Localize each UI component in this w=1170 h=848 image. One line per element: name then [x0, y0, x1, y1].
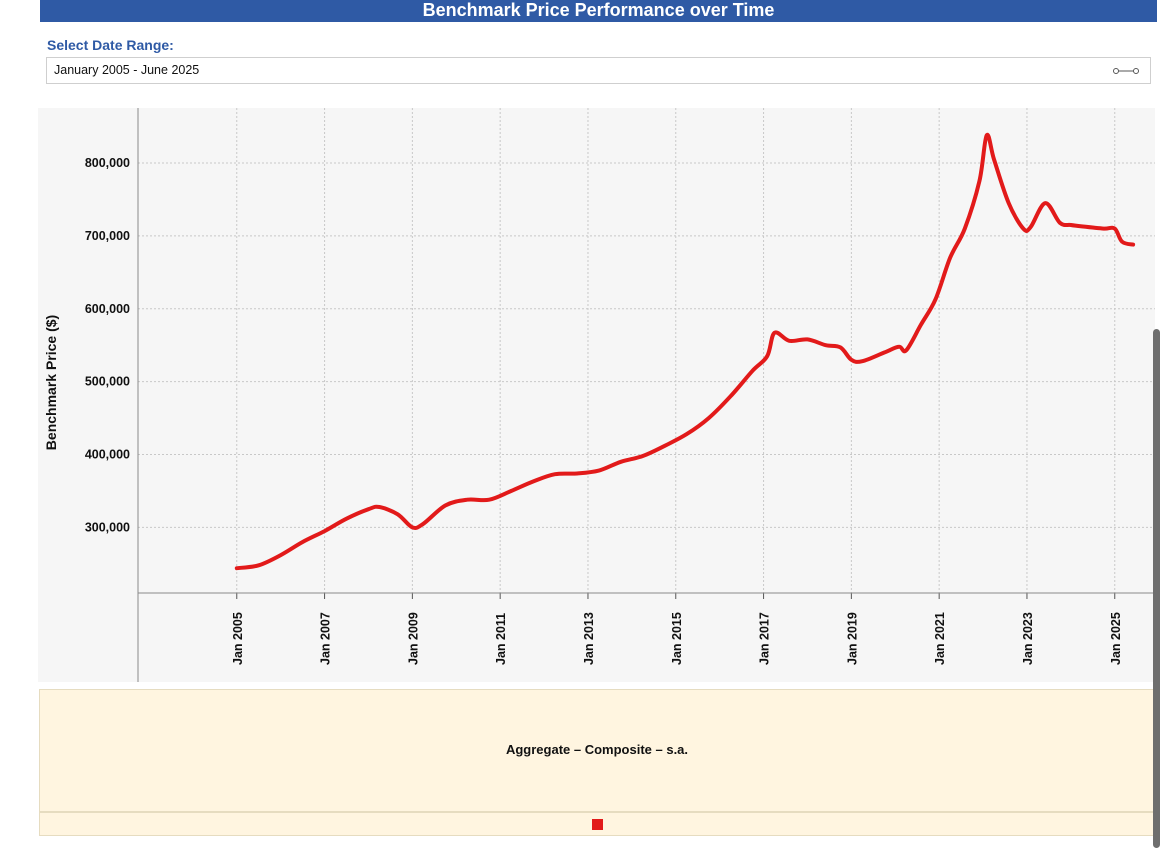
x-tick-label: Jan 2013: [582, 612, 596, 665]
x-tick-label: Jan 2019: [845, 612, 859, 665]
range-slider-icon[interactable]: [1112, 64, 1140, 82]
date-range-value: January 2005 - June 2025: [54, 63, 200, 77]
y-tick-label: 800,000: [85, 156, 130, 170]
y-axis-title: Benchmark Price ($): [43, 315, 59, 450]
legend-strip: [39, 812, 1155, 836]
plot-background: [138, 108, 1155, 593]
x-tick-label: Jan 2011: [494, 613, 508, 665]
y-tick-label: 500,000: [85, 375, 130, 389]
x-tick-label: Jan 2017: [758, 612, 772, 665]
price-line-chart: 300,000 400,000 500,000 600,000 700,000 800,0…: [38, 108, 1155, 682]
chart-area: 300,000 400,000 500,000 600,000 700,000 800,0…: [38, 108, 1155, 682]
y-tick-label: 600,000: [85, 302, 130, 316]
y-tick-label: 400,000: [85, 448, 130, 462]
x-tick-label: Jan 2023: [1021, 612, 1035, 665]
x-tick-label: Jan 2021: [933, 612, 947, 665]
x-axis-panel: [138, 593, 1155, 682]
vertical-scrollbar[interactable]: [1153, 329, 1160, 848]
series-line: [234, 132, 1136, 571]
x-tick-label: Jan 2007: [319, 612, 333, 665]
date-range-selector[interactable]: January 2005 - June 2025: [46, 57, 1151, 84]
axis-panel: [38, 108, 138, 682]
date-range-label: Select Date Range:: [47, 37, 174, 53]
y-tick-label: 700,000: [85, 229, 130, 243]
x-tick-label: Jan 2015: [670, 612, 684, 665]
legend-series-swatch[interactable]: [592, 819, 603, 830]
chart-title: Benchmark Price Performance over Time: [40, 0, 1157, 22]
legend-panel: Aggregate – Composite – s.a.: [39, 689, 1155, 812]
x-tick-label: Jan 2025: [1109, 612, 1123, 665]
x-tick-label: Jan 2005: [231, 612, 245, 665]
legend-title: Aggregate – Composite – s.a.: [505, 742, 689, 757]
x-tick-label: Jan 2009: [406, 612, 420, 665]
y-tick-label: 300,000: [85, 520, 130, 534]
